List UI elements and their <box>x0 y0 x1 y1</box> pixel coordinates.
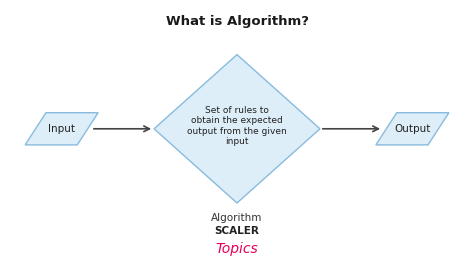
Text: Algorithm: Algorithm <box>211 213 263 223</box>
Polygon shape <box>25 113 98 145</box>
Text: Topics: Topics <box>216 242 258 256</box>
Text: SCALER: SCALER <box>215 226 259 236</box>
Polygon shape <box>154 55 320 203</box>
Polygon shape <box>376 113 449 145</box>
Text: Input: Input <box>48 124 75 134</box>
Text: Set of rules to
obtain the expected
output from the given
input: Set of rules to obtain the expected outp… <box>187 106 287 146</box>
Text: What is Algorithm?: What is Algorithm? <box>165 15 309 27</box>
Text: Output: Output <box>394 124 430 134</box>
